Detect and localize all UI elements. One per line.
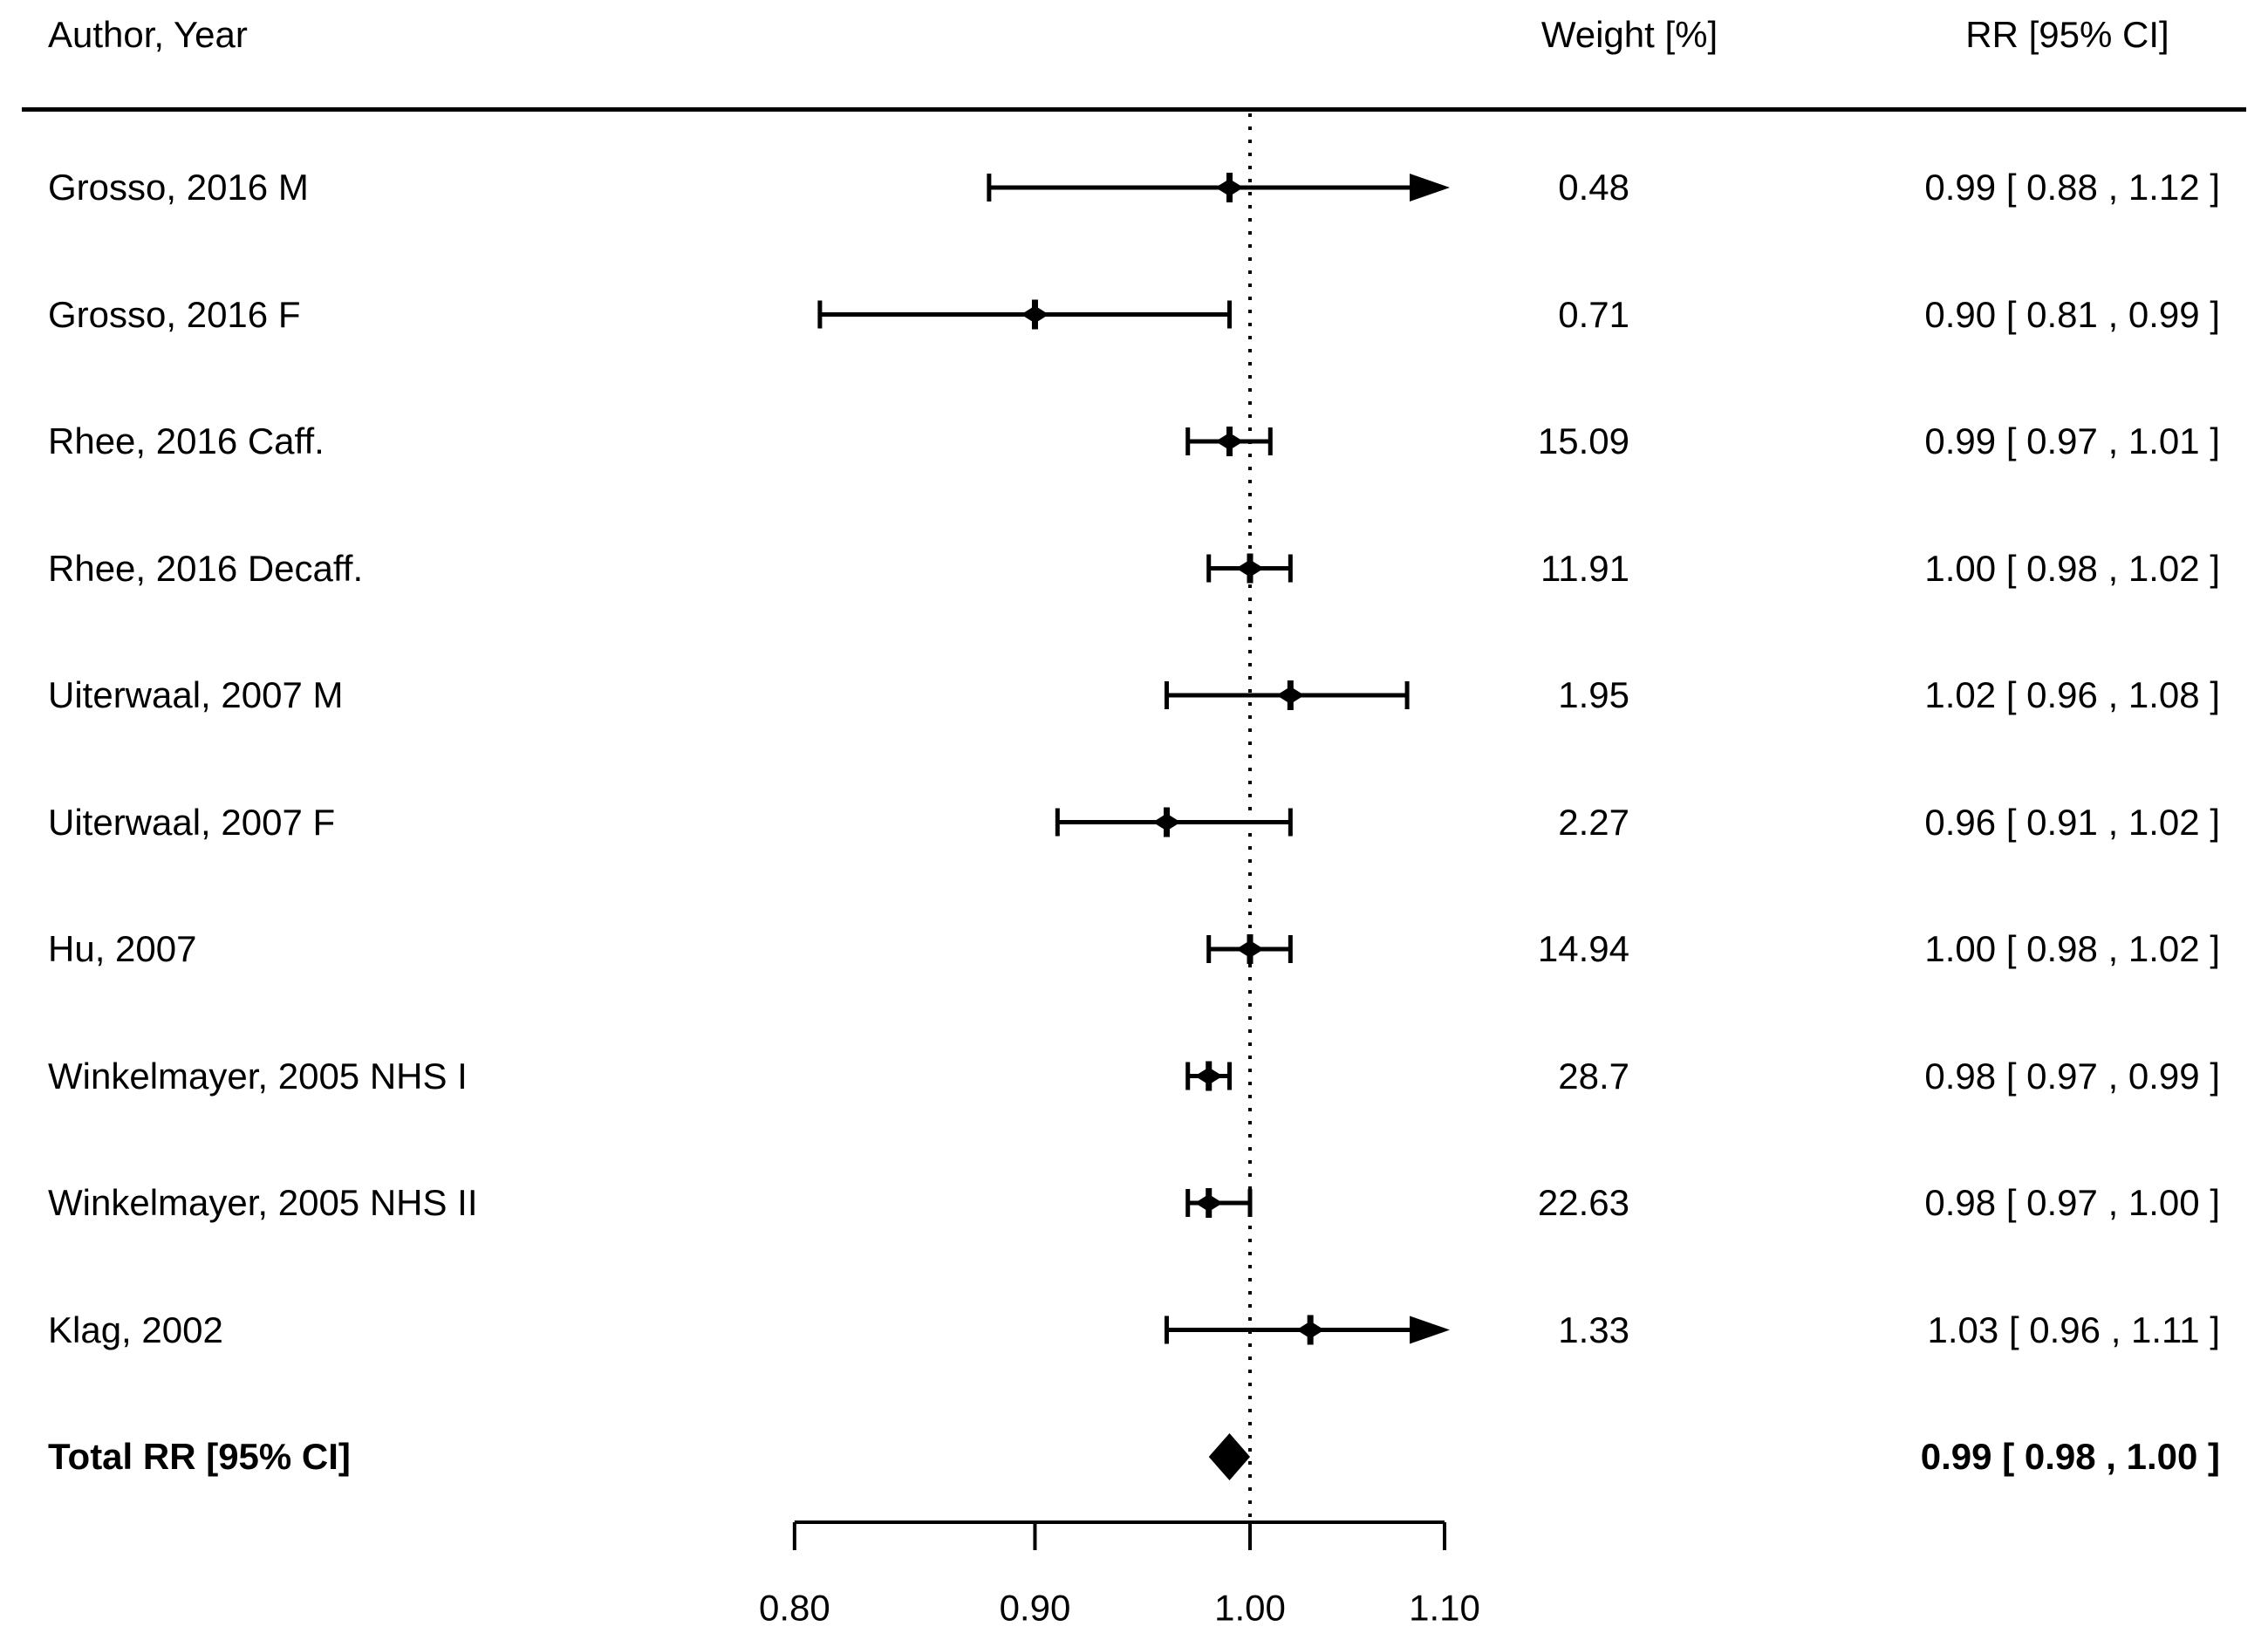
point-marker-tick bbox=[1247, 553, 1254, 584]
column-header-rr-ci: RR [95% CI] bbox=[1965, 14, 2169, 55]
point-marker-tick bbox=[1287, 680, 1294, 710]
study-weight: 1.95 bbox=[1558, 674, 1629, 715]
study-rr-ci: 0.98 [ 0.97 , 0.99 ] bbox=[1924, 1055, 2220, 1097]
study-weight: 0.48 bbox=[1558, 167, 1629, 208]
ci-clip-arrow-right bbox=[1410, 174, 1451, 202]
ci-clip-arrow-right bbox=[1410, 1315, 1451, 1344]
point-marker-tick bbox=[1307, 1315, 1314, 1345]
study-weight: 11.91 bbox=[1540, 547, 1629, 589]
summary-diamond bbox=[1208, 1433, 1250, 1480]
x-axis-tick-label: 0.90 bbox=[1000, 1588, 1071, 1629]
study-rr-ci: 1.02 [ 0.96 , 1.08 ] bbox=[1924, 674, 2220, 715]
study-label: Winkelmayer, 2005 NHS II bbox=[48, 1182, 478, 1223]
study-label: Rhee, 2016 Decaff. bbox=[48, 547, 364, 589]
study-rr-ci: 1.03 [ 0.96 , 1.11 ] bbox=[1927, 1309, 2220, 1350]
column-header-author-year: Author, Year bbox=[48, 14, 248, 55]
study-weight: 15.09 bbox=[1537, 420, 1629, 461]
study-rr-ci: 0.96 [ 0.91 , 1.02 ] bbox=[1924, 801, 2220, 843]
column-header-weight: Weight [%] bbox=[1540, 14, 1718, 55]
study-label: Hu, 2007 bbox=[48, 928, 197, 969]
x-axis-tick-label: 1.10 bbox=[1409, 1588, 1480, 1629]
point-marker-tick bbox=[1226, 427, 1233, 456]
study-label: Grosso, 2016 F bbox=[48, 293, 301, 335]
study-rr-ci: 0.90 [ 0.81 , 0.99 ] bbox=[1924, 293, 2220, 335]
study-label: Klag, 2002 bbox=[48, 1309, 223, 1350]
total-label: Total RR [95% CI] bbox=[48, 1436, 351, 1477]
study-rr-ci: 0.98 [ 0.97 , 1.00 ] bbox=[1924, 1182, 2220, 1223]
point-marker-tick bbox=[1226, 173, 1233, 202]
study-weight: 1.33 bbox=[1558, 1309, 1629, 1350]
study-rr-ci: 1.00 [ 0.98 , 1.02 ] bbox=[1924, 547, 2220, 589]
study-weight: 28.7 bbox=[1558, 1055, 1629, 1097]
study-weight: 0.71 bbox=[1558, 293, 1629, 335]
study-rr-ci: 0.99 [ 0.88 , 1.12 ] bbox=[1924, 167, 2220, 208]
point-marker-tick bbox=[1163, 807, 1170, 837]
point-marker-tick bbox=[1206, 1188, 1213, 1218]
study-label: Rhee, 2016 Caff. bbox=[48, 420, 324, 461]
total-rr-ci: 0.99 [ 0.98 , 1.00 ] bbox=[1920, 1436, 2220, 1477]
study-rr-ci: 0.99 [ 0.97 , 1.01 ] bbox=[1924, 420, 2220, 461]
study-label: Winkelmayer, 2005 NHS I bbox=[48, 1055, 468, 1097]
point-marker-tick bbox=[1206, 1061, 1213, 1091]
point-marker-tick bbox=[1031, 299, 1038, 330]
study-label: Uiterwaal, 2007 F bbox=[48, 801, 336, 843]
study-weight: 14.94 bbox=[1537, 928, 1629, 969]
study-rr-ci: 1.00 [ 0.98 , 1.02 ] bbox=[1924, 928, 2220, 969]
study-weight: 2.27 bbox=[1558, 801, 1629, 843]
x-axis-tick-label: 0.80 bbox=[759, 1588, 830, 1629]
study-label: Uiterwaal, 2007 M bbox=[48, 674, 344, 715]
header-divider bbox=[22, 107, 2246, 112]
x-axis-tick-label: 1.00 bbox=[1214, 1588, 1286, 1629]
study-weight: 22.63 bbox=[1537, 1182, 1629, 1223]
point-marker-tick bbox=[1247, 934, 1254, 964]
study-label: Grosso, 2016 M bbox=[48, 167, 309, 208]
